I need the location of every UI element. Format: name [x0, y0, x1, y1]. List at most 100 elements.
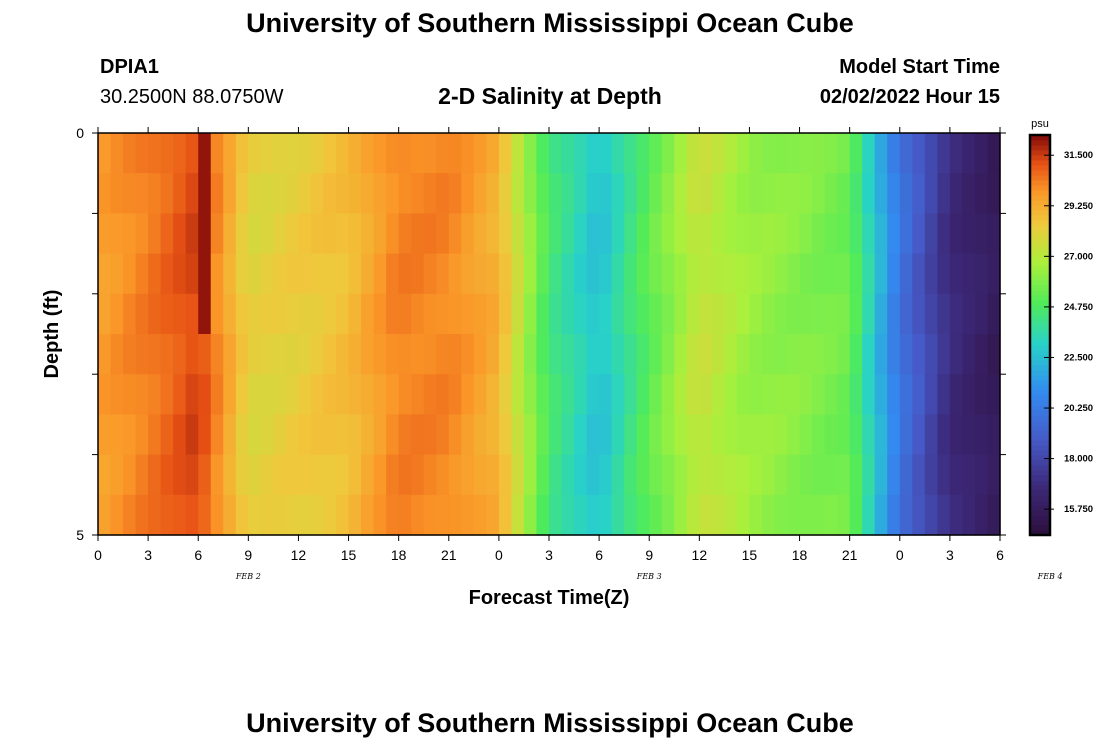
heatmap-cell	[436, 454, 450, 496]
colorbar-segment	[1030, 525, 1050, 531]
colorbar-segment	[1030, 235, 1050, 241]
heatmap-cell	[649, 133, 663, 174]
heatmap-cell	[636, 253, 650, 295]
heatmap-cell	[987, 253, 1001, 295]
heatmap-cell	[235, 293, 249, 335]
heatmap-cell	[173, 454, 187, 496]
heatmap-cell	[899, 253, 913, 295]
heatmap-cell	[436, 414, 450, 456]
heatmap-cell	[98, 253, 112, 295]
heatmap-cell	[824, 253, 838, 295]
heatmap-cell	[210, 494, 224, 536]
heatmap-cell	[774, 454, 788, 496]
colorbar-segment	[1030, 230, 1050, 236]
heatmap-cell	[636, 173, 650, 214]
heatmap-cell	[849, 293, 863, 335]
x-tick-label: 15	[742, 547, 758, 563]
heatmap-cell	[536, 494, 550, 536]
x-date-label: FEB 2	[235, 572, 261, 581]
heatmap-cell	[260, 133, 274, 174]
heatmap-cell	[198, 494, 212, 536]
heatmap-cell	[899, 454, 913, 496]
heatmap-cell	[761, 213, 776, 255]
x-tick-label: 6	[194, 547, 202, 563]
heatmap-cell	[774, 414, 788, 456]
heatmap-cell	[774, 133, 788, 174]
heatmap-cell	[862, 334, 876, 375]
heatmap-cell	[398, 213, 412, 255]
heatmap-cell	[624, 213, 638, 255]
heatmap-cell	[636, 133, 650, 174]
heatmap-cell	[636, 454, 650, 496]
heatmap-cell	[173, 253, 187, 295]
heatmap-cell	[310, 293, 325, 335]
heatmap-cell	[110, 334, 124, 375]
heatmap-cell	[987, 494, 1001, 536]
heatmap-cell	[736, 213, 751, 255]
heatmap-cell	[561, 253, 575, 295]
heatmap-cell	[98, 213, 112, 255]
heatmap-cell	[962, 334, 976, 375]
heatmap-cell	[511, 253, 525, 295]
heatmap-cell	[436, 173, 450, 214]
heatmap-cell	[185, 133, 199, 174]
colorbar-segment	[1030, 275, 1050, 281]
heatmap-cell	[423, 374, 437, 415]
heatmap-cell	[974, 173, 989, 214]
heatmap-cell	[185, 213, 199, 255]
heatmap-cell	[599, 494, 613, 536]
heatmap-cell	[599, 253, 613, 295]
heatmap-cell	[686, 293, 700, 335]
heatmap-cell	[198, 374, 212, 415]
heatmap-cell	[611, 173, 625, 214]
heatmap-cell	[411, 454, 425, 496]
y-tick-label: 5	[76, 527, 84, 543]
heatmap-cell	[824, 414, 838, 456]
heatmap-cell	[962, 293, 976, 335]
heatmap-cell	[862, 494, 876, 536]
heatmap-cell	[574, 454, 588, 496]
heatmap-cell	[223, 494, 237, 536]
heatmap-cell	[498, 414, 513, 456]
heatmap-cell	[448, 213, 462, 255]
heatmap-cell	[473, 494, 487, 536]
heatmap-cell	[937, 334, 951, 375]
heatmap-cell	[135, 414, 149, 456]
colorbar-segment	[1030, 225, 1050, 231]
colorbar-segment	[1030, 435, 1050, 441]
heatmap-cell	[461, 494, 475, 536]
heatmap-cell	[486, 213, 500, 255]
heatmap-cell	[824, 213, 838, 255]
heatmap-cell	[849, 334, 863, 375]
heatmap-cell	[937, 414, 951, 456]
heatmap-cell	[223, 133, 237, 174]
heatmap-cell	[586, 173, 600, 214]
heatmap-cell	[624, 414, 638, 456]
heatmap-cell	[561, 293, 575, 335]
heatmap-cell	[110, 494, 124, 536]
heatmap-cell	[924, 414, 938, 456]
heatmap-cell	[285, 454, 300, 496]
heatmap-cell	[749, 253, 763, 295]
heatmap-cell	[361, 213, 375, 255]
heatmap-cell	[398, 253, 412, 295]
colorbar-segment	[1030, 270, 1050, 276]
heatmap-cell	[837, 253, 851, 295]
heatmap-cell	[724, 334, 738, 375]
heatmap-cell	[373, 494, 387, 536]
heatmap-cell	[636, 213, 650, 255]
heatmap-cell	[135, 253, 149, 295]
heatmap-cell	[486, 293, 500, 335]
heatmap-cell	[511, 173, 525, 214]
heatmap-cell	[198, 133, 212, 174]
heatmap-cell	[574, 213, 588, 255]
heatmap-cell	[812, 213, 826, 255]
heatmap-cell	[987, 414, 1001, 456]
heatmap-cell	[123, 334, 137, 375]
colorbar-segment	[1030, 340, 1050, 346]
heatmap-cell	[411, 293, 425, 335]
heatmap-cell	[148, 374, 162, 415]
colorbar-segment	[1030, 300, 1050, 306]
colorbar-tick-label: 22.500	[1064, 352, 1093, 363]
heatmap-cell	[787, 133, 801, 174]
